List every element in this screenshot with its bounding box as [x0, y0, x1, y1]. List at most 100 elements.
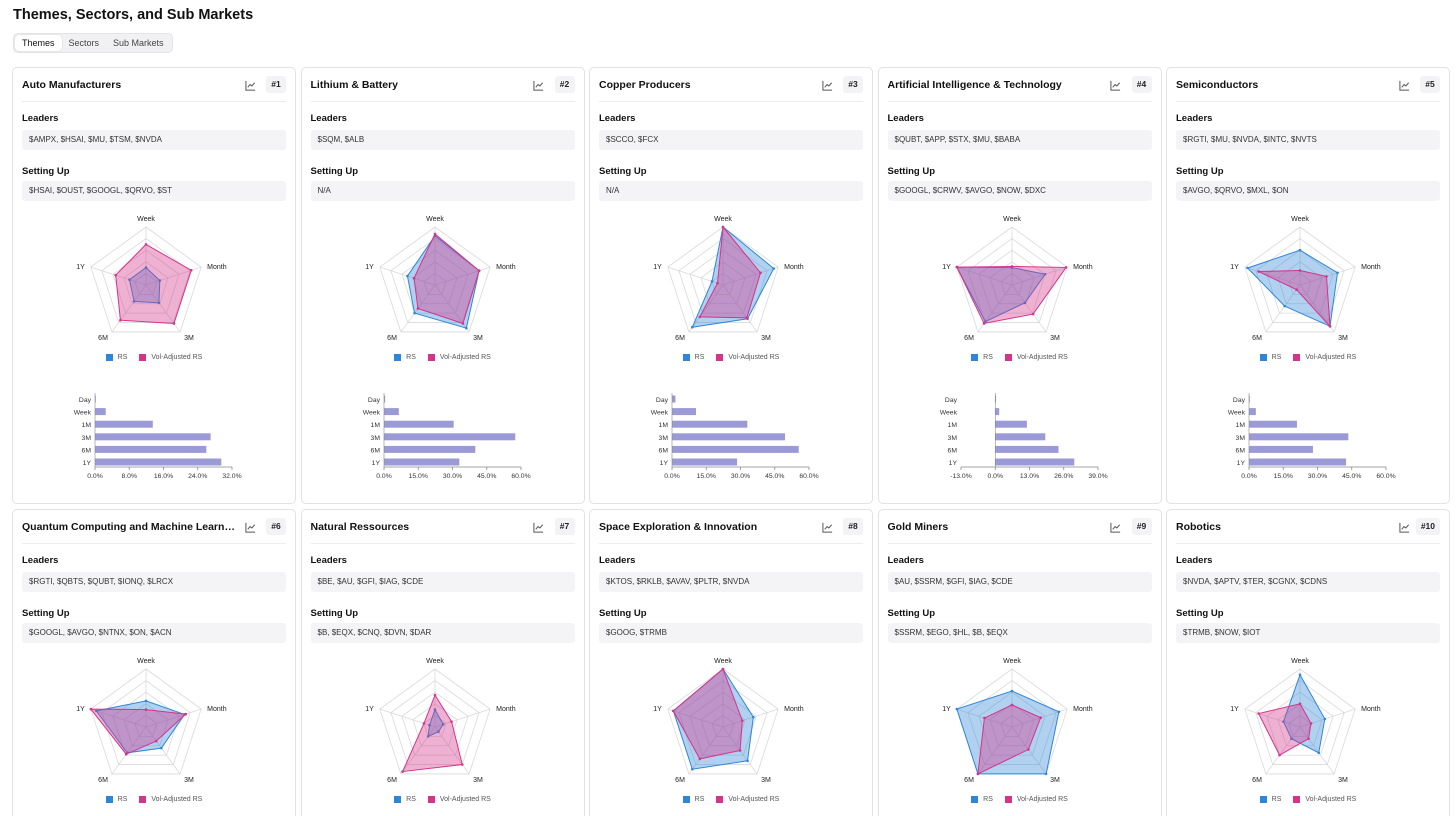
vol-adjusted-rs-point[interactable] [721, 225, 725, 229]
legend-item-vol-adjusted-rs[interactable]: Vol-Adjusted RS [139, 796, 202, 803]
rs-point[interactable] [1043, 272, 1046, 276]
rs-point[interactable] [1290, 737, 1293, 741]
rs-point[interactable] [144, 699, 148, 703]
performance-bar[interactable] [383, 445, 475, 453]
legend-item-vol-adjusted-rs[interactable]: Vol-Adjusted RS [1004, 354, 1068, 361]
vol-adjusted-rs-point[interactable] [1031, 312, 1034, 316]
legend-item-vol-adjusted-rs[interactable]: Vol-Adjusted RS [427, 354, 491, 361]
open-chart-button[interactable] [819, 77, 835, 93]
rs-point[interactable] [955, 707, 958, 711]
vol-adjusted-rs-point[interactable] [759, 271, 762, 275]
vol-adjusted-rs-point[interactable] [144, 708, 148, 711]
rs-point[interactable] [132, 300, 136, 303]
vol-adjusted-rs-point[interactable] [1295, 288, 1298, 291]
rs-point[interactable] [158, 279, 162, 282]
performance-bar[interactable] [95, 420, 153, 428]
rs-point[interactable] [426, 735, 429, 738]
vol-adjusted-rs-point[interactable] [114, 273, 117, 277]
vol-adjusted-rs-point[interactable] [433, 693, 436, 697]
vol-adjusted-rs-point[interactable] [1278, 753, 1281, 757]
rs-point[interactable] [772, 267, 776, 270]
performance-bar[interactable] [383, 408, 399, 416]
vol-adjusted-rs-point[interactable] [1257, 712, 1260, 715]
performance-bar[interactable] [95, 433, 211, 441]
performance-bar[interactable] [672, 445, 799, 453]
vol-adjusted-rs-point[interactable] [716, 281, 719, 285]
tab-sectors[interactable]: Sectors [68, 38, 100, 48]
rs-point[interactable] [1317, 751, 1321, 755]
open-chart-button[interactable] [1396, 519, 1412, 535]
performance-bar[interactable] [1249, 458, 1347, 466]
vol-adjusted-rs-point[interactable] [976, 772, 979, 776]
vol-adjusted-rs-point[interactable] [89, 707, 93, 711]
legend-item-vol-adjusted-rs[interactable]: Vol-Adjusted RS [1293, 796, 1356, 803]
vol-adjusted-rs-point[interactable] [412, 276, 415, 280]
legend-item-vol-adjusted-rs[interactable]: Vol-Adjusted RS [1004, 796, 1068, 803]
rs-point[interactable] [427, 723, 431, 727]
legend-item-vol-adjusted-rs[interactable]: Vol-Adjusted RS [716, 354, 779, 361]
vol-adjusted-rs-point[interactable] [124, 752, 128, 756]
vol-adjusted-rs-point[interactable] [1328, 324, 1332, 328]
legend-item-rs[interactable]: RS [971, 796, 993, 803]
vol-adjusted-rs-point[interactable] [1064, 266, 1067, 269]
vol-adjusted-rs-point[interactable] [433, 232, 436, 236]
performance-bar[interactable] [1249, 395, 1250, 403]
vol-adjusted-rs-point[interactable] [400, 770, 404, 773]
legend-item-vol-adjusted-rs[interactable]: Vol-Adjusted RS [427, 796, 491, 803]
rs-point[interactable] [691, 325, 694, 329]
open-chart-button[interactable] [531, 77, 547, 93]
vol-adjusted-rs-point[interactable] [1257, 270, 1260, 273]
vol-adjusted-rs-point[interactable] [1307, 737, 1310, 741]
legend-item-rs[interactable]: RS [105, 796, 127, 803]
vol-adjusted-rs-point[interactable] [741, 719, 744, 723]
vol-adjusted-rs-point[interactable] [144, 243, 148, 246]
performance-bar[interactable] [1249, 445, 1313, 453]
rs-point[interactable] [1298, 673, 1302, 677]
legend-item-rs[interactable]: RS [394, 796, 416, 803]
performance-bar[interactable] [1249, 420, 1297, 428]
performance-bar[interactable] [994, 420, 1027, 428]
performance-bar[interactable] [383, 458, 459, 466]
rs-point[interactable] [157, 301, 161, 305]
open-chart-button[interactable] [242, 77, 258, 93]
legend-item-rs[interactable]: RS [971, 354, 993, 361]
vol-adjusted-rs-point[interactable] [154, 739, 158, 743]
legend-item-vol-adjusted-rs[interactable]: Vol-Adjusted RS [139, 354, 202, 361]
open-chart-button[interactable] [242, 519, 258, 535]
legend-item-rs[interactable]: RS [1259, 354, 1281, 361]
legend-item-rs[interactable]: RS [105, 354, 127, 361]
vol-adjusted-rs-point[interactable] [422, 722, 425, 725]
vol-adjusted-rs-point[interactable] [982, 716, 986, 720]
vol-adjusted-rs-point[interactable] [1309, 722, 1313, 725]
rs-point[interactable] [436, 730, 440, 733]
performance-bar[interactable] [672, 458, 738, 466]
rs-point[interactable] [412, 311, 416, 315]
performance-bar[interactable] [95, 445, 207, 453]
rs-point[interactable] [752, 715, 755, 719]
performance-bar[interactable] [994, 395, 996, 403]
rs-point[interactable] [405, 274, 409, 278]
rs-point[interactable] [441, 723, 445, 726]
rs-point[interactable] [144, 266, 148, 269]
performance-bar[interactable] [1249, 408, 1256, 416]
tab-sub-markets[interactable]: Sub Markets [113, 38, 164, 48]
legend-item-vol-adjusted-rs[interactable]: Vol-Adjusted RS [716, 796, 779, 803]
performance-bar[interactable] [95, 395, 96, 403]
rs-point[interactable] [1010, 689, 1013, 693]
legend-item-rs[interactable]: RS [682, 796, 704, 803]
vol-adjusted-rs-point[interactable] [1010, 265, 1013, 268]
vol-adjusted-rs-point[interactable] [1038, 716, 1042, 719]
rs-point[interactable] [128, 278, 131, 281]
vol-adjusted-rs-point[interactable] [416, 307, 419, 310]
rs-point[interactable] [1283, 304, 1286, 308]
performance-bar[interactable] [672, 433, 786, 441]
vol-adjusted-rs-point[interactable] [745, 316, 749, 320]
rs-point[interactable] [1298, 248, 1302, 252]
performance-bar[interactable] [95, 408, 106, 416]
tab-themes[interactable]: Themes [15, 35, 62, 51]
open-chart-button[interactable] [531, 519, 547, 535]
rs-point[interactable] [746, 759, 749, 763]
rs-point[interactable] [464, 326, 468, 330]
rs-point[interactable] [710, 280, 714, 283]
performance-bar[interactable] [994, 408, 999, 416]
